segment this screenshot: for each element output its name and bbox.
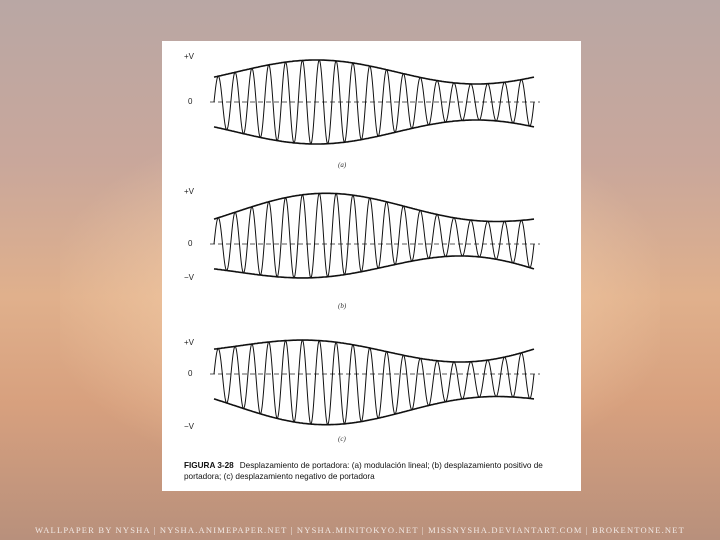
panel-c-minus-v-label: −V [184, 422, 195, 431]
figure-number: FIGURA 3-28 [184, 461, 234, 470]
panel-b-sublabel: (b) [338, 302, 347, 310]
panel-c-plus-v-label: +V [184, 338, 195, 347]
upper-envelope [213, 192, 535, 223]
carrier-wave [213, 339, 535, 426]
lower-envelope [213, 395, 535, 426]
waveform-panel-a [210, 59, 540, 145]
panel-a-plus-v-label: +V [184, 52, 195, 61]
panel-b-zero-label: 0 [188, 239, 193, 248]
panel-b-minus-v-label: −V [184, 273, 195, 282]
lower-envelope [213, 119, 535, 145]
waveform-panel-c [210, 339, 540, 426]
wallpaper-credit: WALLPAPER BY NYSHA | NYSHA.ANIMEPAPER.NE… [34, 525, 686, 535]
panel-c-sublabel: (c) [338, 435, 346, 443]
waveform-figure [210, 59, 540, 426]
figure-caption: FIGURA 3-28 Desplazamiento de portadora: … [184, 460, 574, 482]
lower-envelope [213, 255, 535, 279]
figure-caption-text: Desplazamiento de portadora: (a) modulac… [184, 461, 543, 481]
upper-envelope [213, 339, 535, 363]
figure-panel: +V 0 (a) +V 0 −V (b) +V 0 −V (c) FIGURA … [162, 41, 581, 491]
panel-a-sublabel: (a) [338, 161, 347, 169]
panel-c-zero-label: 0 [188, 369, 193, 378]
carrier-wave [213, 192, 535, 279]
waveform-panel-b [210, 192, 540, 279]
upper-envelope [213, 59, 535, 85]
panel-a-zero-label: 0 [188, 97, 193, 106]
carrier-wave [213, 59, 535, 145]
panel-b-plus-v-label: +V [184, 187, 195, 196]
